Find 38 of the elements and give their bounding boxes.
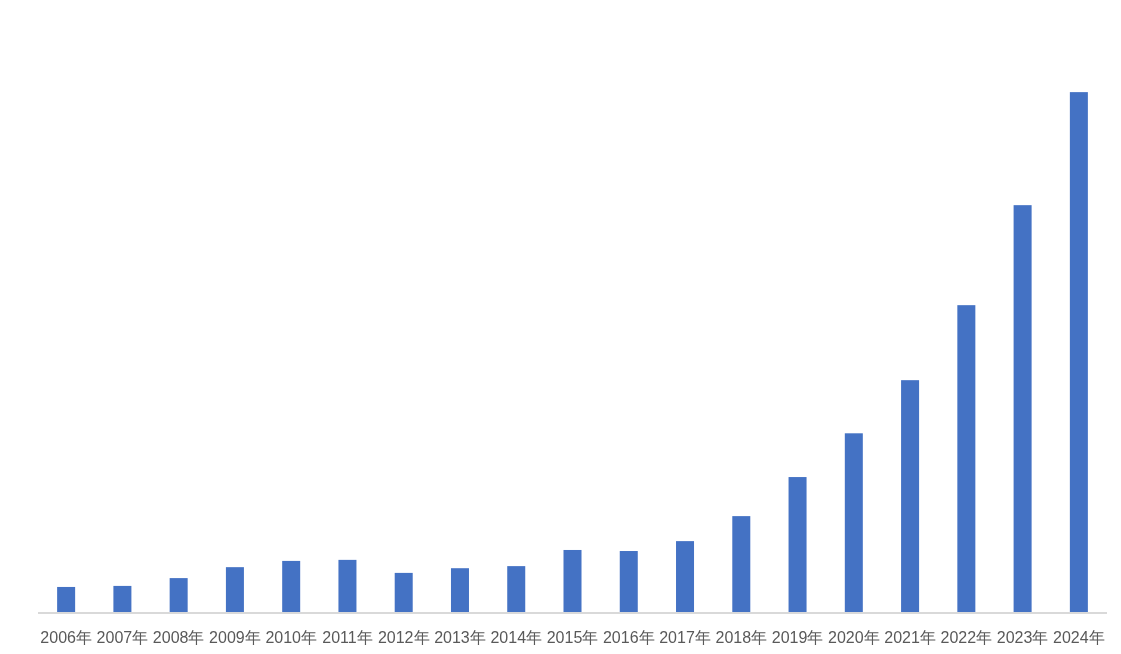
x-tick-label: 2019年 <box>771 628 824 646</box>
x-tick-label: 2011年 <box>322 628 373 646</box>
x-tick-label: 2018年 <box>715 628 768 646</box>
x-tick-label: 2024年 <box>1053 628 1105 646</box>
bar <box>225 567 244 613</box>
x-tick-label: 2016年 <box>602 628 655 646</box>
bar <box>113 585 132 613</box>
bar <box>844 433 863 613</box>
x-tick-label: 2014年 <box>490 628 543 646</box>
x-tick-label: 2017年 <box>659 628 711 646</box>
bar <box>676 541 695 613</box>
bar <box>901 380 920 613</box>
x-tick-label: 2009年 <box>209 628 261 646</box>
bar <box>57 586 76 613</box>
bar <box>394 572 413 613</box>
x-tick-label: 2023年 <box>996 628 1049 646</box>
x-tick-label: 2015年 <box>546 628 599 646</box>
x-tick-label: 2008年 <box>152 628 205 646</box>
x-tick-label: 2022年 <box>940 628 993 646</box>
bar <box>169 578 188 613</box>
bar <box>1013 205 1032 613</box>
x-tick-label: 2006年 <box>40 628 92 646</box>
bar <box>563 549 582 613</box>
bar <box>507 566 526 613</box>
x-tick-label: 2013年 <box>434 628 486 646</box>
x-tick-label: 2021年 <box>884 628 936 646</box>
bar <box>1069 92 1088 613</box>
bar <box>619 551 638 613</box>
x-tick-label: 2007年 <box>96 628 149 646</box>
x-tick-label: 2012年 <box>377 628 430 646</box>
bar <box>450 568 469 613</box>
x-tick-label: 2010年 <box>265 628 317 646</box>
bar <box>957 305 976 613</box>
bar <box>732 516 751 613</box>
bar <box>338 559 357 613</box>
x-tick-label: 2020年 <box>828 628 880 646</box>
bar <box>788 477 807 613</box>
bar <box>282 560 301 613</box>
